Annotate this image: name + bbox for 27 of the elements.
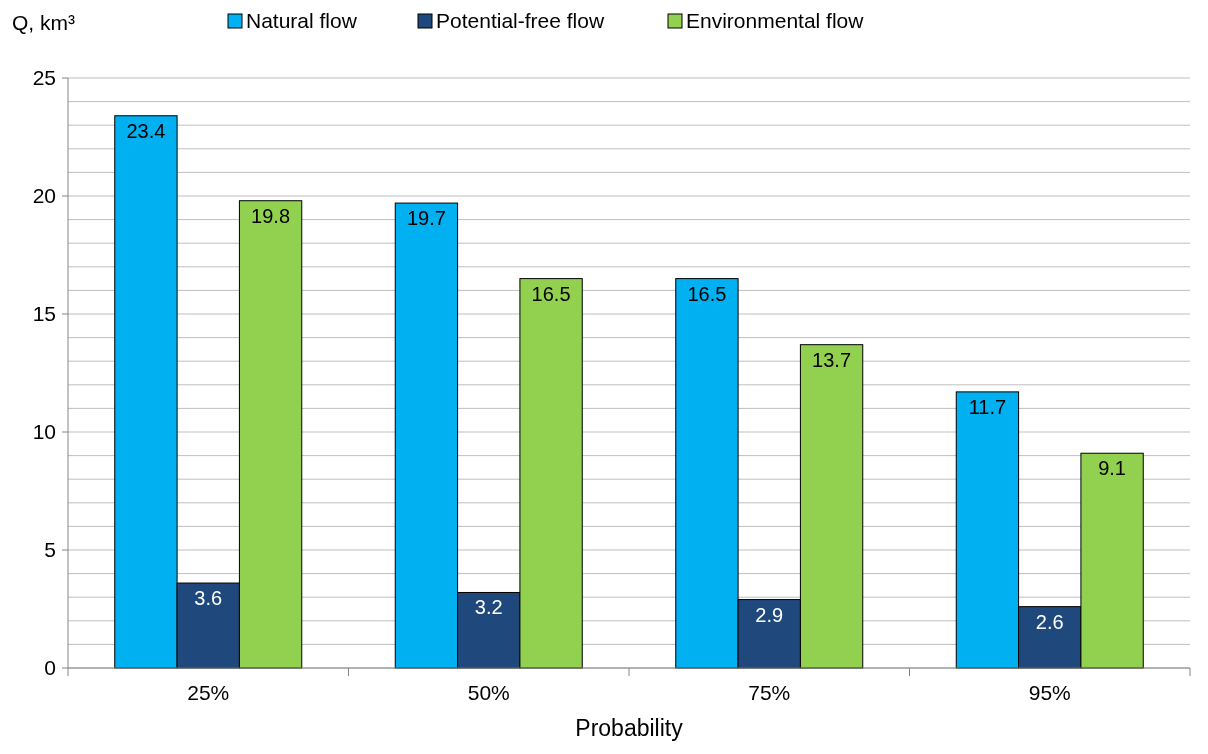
- x-tick-label: 95%: [1028, 681, 1071, 704]
- data-label: 19.7: [406, 207, 446, 230]
- data-label: 9.1: [1098, 457, 1126, 480]
- x-tick-label: 75%: [748, 681, 791, 704]
- data-label: 11.7: [968, 395, 1007, 418]
- data-label: 3.6: [194, 587, 223, 610]
- data-label: 16.5: [687, 282, 727, 305]
- y-tick-label: 5: [44, 538, 56, 562]
- data-label: 16.5: [531, 282, 571, 305]
- y-tick-label: 0: [44, 656, 56, 680]
- legend-label: Natural flow: [246, 9, 358, 32]
- data-label: 2.9: [755, 603, 784, 626]
- y-tick-label: 25: [32, 66, 56, 90]
- y-axis-title: Q, km³: [12, 11, 75, 34]
- x-axis-title: Probability: [575, 715, 684, 741]
- y-tick-label: 20: [32, 184, 56, 208]
- x-tick-label: 25%: [187, 681, 230, 704]
- y-tick-label: 15: [32, 302, 56, 326]
- data-label: 2.6: [1035, 610, 1064, 633]
- data-label: 19.8: [251, 204, 291, 227]
- x-tick-label: 50%: [467, 681, 510, 704]
- legend-label: Potential-free flow: [436, 9, 605, 32]
- y-tick-label: 10: [32, 420, 56, 444]
- legend-label: Environmental flow: [686, 9, 865, 32]
- data-label: 23.4: [126, 119, 166, 142]
- data-label: 13.7: [812, 348, 852, 371]
- data-label: 3.2: [474, 596, 503, 619]
